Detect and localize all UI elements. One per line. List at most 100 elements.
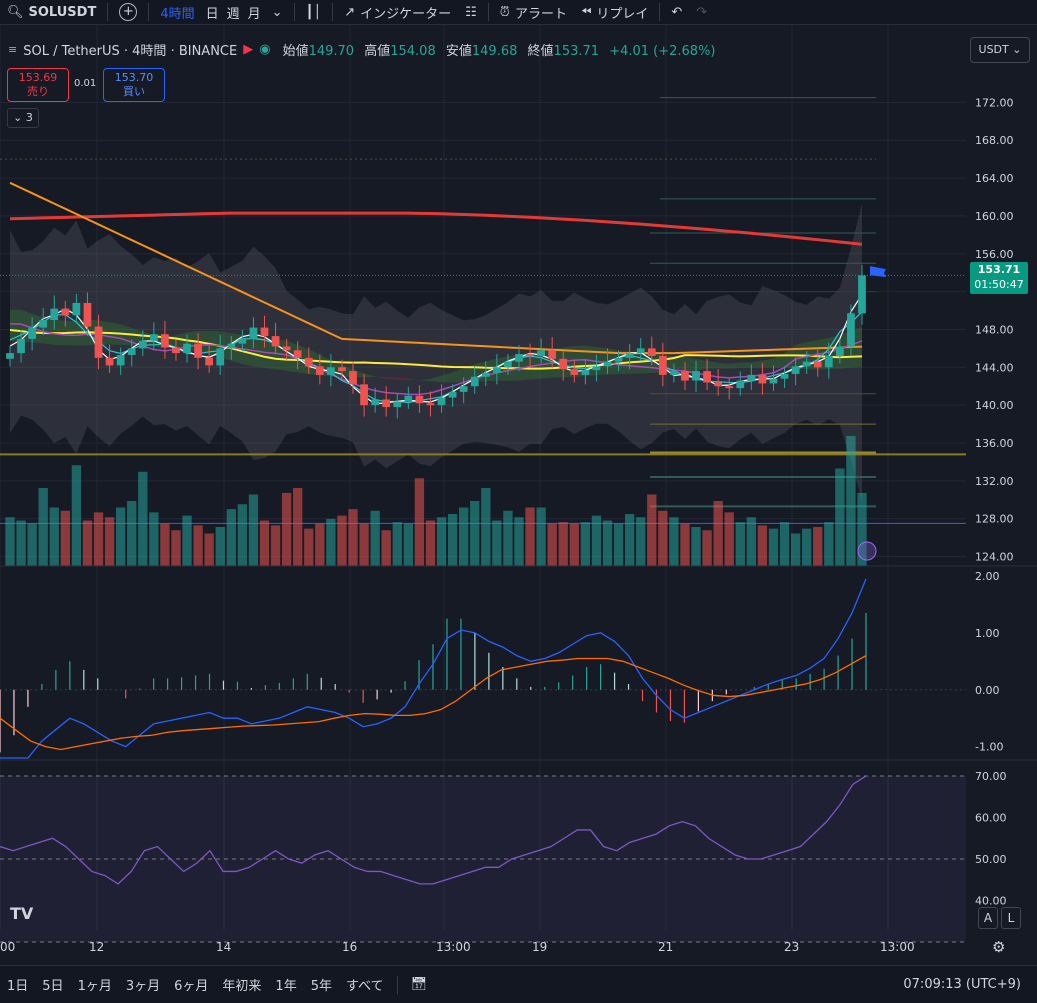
sell-button[interactable]: 153.69 売り <box>7 68 69 102</box>
candle <box>205 346 214 373</box>
candle <box>548 337 557 369</box>
ichimoku-cloud <box>364 373 376 378</box>
interval-week[interactable]: 週 <box>226 6 240 22</box>
volume-bar <box>304 528 314 566</box>
candle <box>747 364 756 391</box>
price-chart[interactable]: 172.00168.00164.00160.00156.00148.00144.… <box>0 0 1037 965</box>
time-axis-label: 23 <box>784 940 799 954</box>
symbol-search[interactable]: 🔍︎ SOLUSDT <box>0 0 103 24</box>
log-scale-button[interactable]: L <box>1001 907 1021 929</box>
volume-bar <box>49 507 59 566</box>
compare-button[interactable]: + <box>112 0 144 24</box>
indicators-collapse-button[interactable]: ⌄ 3 <box>7 108 39 128</box>
range-button-3[interactable]: 3ヶ月 <box>125 979 161 994</box>
candle <box>437 384 446 413</box>
price-axis-label: 168.00 <box>975 134 1014 147</box>
candle <box>426 391 435 417</box>
calendar-icon: 📅︎ <box>410 977 428 992</box>
volume-bar <box>226 509 236 566</box>
undo-button[interactable]: ↶ <box>664 0 689 24</box>
candle <box>570 360 579 383</box>
volume-bar <box>127 501 137 566</box>
volume-bar <box>204 533 214 566</box>
range-button-0[interactable]: 1日 <box>7 979 29 994</box>
volume-bar <box>779 522 790 566</box>
volume-bar <box>149 512 159 566</box>
layout-button[interactable]: ☷ <box>458 0 484 24</box>
candle <box>282 338 291 360</box>
volume-bar <box>624 514 635 566</box>
date-range-button[interactable]: 📅︎ <box>404 977 435 992</box>
candle <box>116 347 125 375</box>
auto-scale-button[interactable]: A <box>978 907 998 929</box>
time-axis-label: 12 <box>89 940 104 954</box>
ma-long-line <box>9 211 863 246</box>
macd-axis-label: -1.00 <box>975 741 1003 754</box>
candle <box>249 317 258 349</box>
tradingview-logo: TV <box>10 904 34 923</box>
range-button-7[interactable]: 5年 <box>310 979 332 994</box>
ichimoku-cloud <box>696 358 708 372</box>
timezone-clock[interactable]: 07:09:13 (UTC+9) <box>903 977 1021 992</box>
ichimoku-cloud <box>773 353 785 368</box>
replay-label: リプレイ <box>596 6 649 22</box>
redo-button[interactable]: ↷ <box>689 0 714 24</box>
volume-bar <box>691 527 701 566</box>
ichimoku-cloud <box>452 368 464 383</box>
grid <box>0 25 966 930</box>
range-button-4[interactable]: 6ヶ月 <box>174 979 209 994</box>
chevron-down-icon: ⌄ <box>13 111 23 124</box>
ichimoku-cloud <box>430 375 442 383</box>
sol-logo-icon: ≡ <box>8 43 18 56</box>
candle <box>692 360 700 392</box>
range-button-6[interactable]: 1年 <box>275 979 297 994</box>
candle <box>802 351 811 374</box>
sell-label: 売り <box>27 85 49 98</box>
ma-cyan-line <box>9 311 863 404</box>
interval-day[interactable]: 日 <box>205 6 219 22</box>
replay-button[interactable]: ⏪︎ リプレイ <box>574 0 655 24</box>
range-button-8[interactable]: すべて <box>345 979 384 994</box>
interval-dropdown[interactable]: ⌄ <box>265 0 290 24</box>
volume-bar <box>757 525 768 566</box>
indicators-label: インジケーター <box>360 6 452 22</box>
price-axis-label: 132.00 <box>975 475 1014 488</box>
interval-month[interactable]: 月 <box>247 6 261 22</box>
bar-countdown: 01:50:47 <box>974 278 1024 291</box>
close-label: 終値 <box>527 44 554 59</box>
price-axis-label: 156.00 <box>975 248 1014 261</box>
rsi-axis-label: 60.00 <box>975 812 1007 825</box>
interval-4h[interactable]: 4時間 <box>160 6 195 22</box>
ichimoku-cloud <box>375 376 387 379</box>
candle <box>360 373 368 417</box>
chevron-down-icon: ⌄ <box>271 4 283 20</box>
buy-button[interactable]: 153.70 買い <box>103 68 165 102</box>
price-axis-label: 136.00 <box>975 437 1014 450</box>
chart-type-button[interactable]: ┃│ <box>299 0 329 24</box>
volume-bar <box>790 533 801 566</box>
candle <box>149 322 158 351</box>
ohlc-values: 始値149.70 高値154.08 安値149.68 終値153.71 +4.0… <box>277 40 716 59</box>
candle <box>858 265 866 325</box>
indicators-button[interactable]: ↗ インジケーター <box>337 0 458 24</box>
candle <box>581 359 590 385</box>
bollinger-band <box>10 203 862 502</box>
candle <box>824 342 833 379</box>
market-status-icon: ◉ <box>259 42 271 57</box>
range-button-1[interactable]: 5日 <box>42 979 64 994</box>
range-button-5[interactable]: 年初来 <box>222 979 262 994</box>
settings-gear-icon[interactable]: ⚙ <box>992 938 1006 956</box>
candle <box>647 336 656 366</box>
open-value: 149.70 <box>308 44 355 59</box>
alert-button[interactable]: ⏰︎ アラート <box>493 0 574 24</box>
flag-icon[interactable]: ▶ <box>243 42 254 57</box>
ichimoku-cloud <box>684 356 697 373</box>
legend-title: SOL / TetherUS · 4時間 · BINANCE <box>23 44 238 59</box>
candle <box>847 304 855 356</box>
range-button-2[interactable]: 1ヶ月 <box>77 979 112 994</box>
volume-bar <box>27 523 37 566</box>
ichimoku-cloud <box>740 362 752 369</box>
candle <box>327 354 335 387</box>
volume-bar <box>447 514 458 566</box>
currency-selector[interactable]: USDT ⌄ <box>970 37 1030 63</box>
